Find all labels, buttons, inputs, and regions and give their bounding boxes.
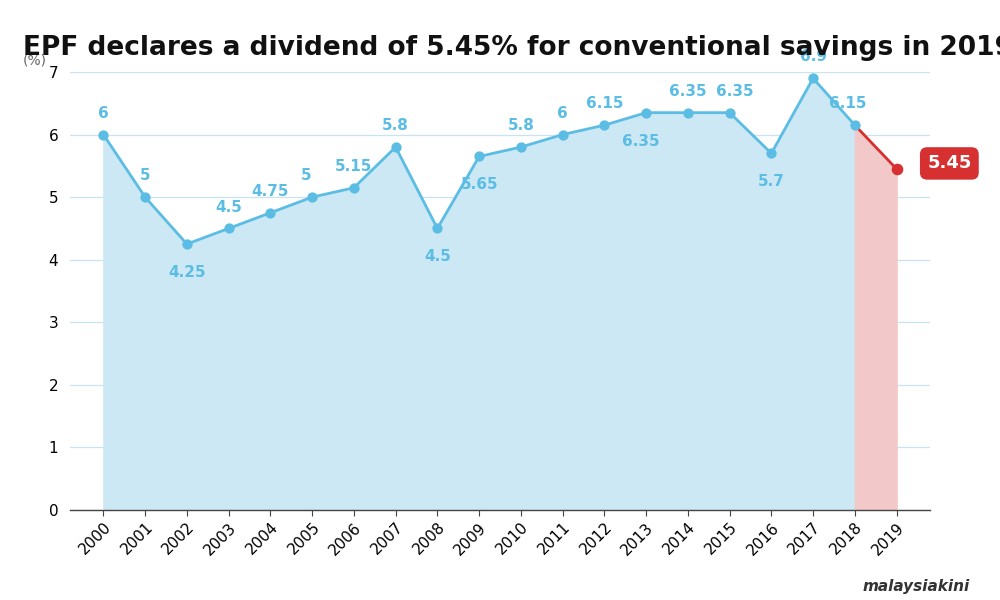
Point: [513, 142, 529, 152]
Point: [137, 193, 153, 202]
Text: 5: 5: [301, 168, 312, 183]
Text: 6.15: 6.15: [586, 96, 623, 111]
Text: 6.9: 6.9: [800, 49, 827, 64]
Text: 6: 6: [98, 106, 109, 121]
Text: 4.75: 4.75: [252, 184, 289, 199]
Point: [262, 208, 278, 218]
Text: 5.65: 5.65: [460, 178, 498, 193]
Point: [471, 152, 487, 161]
Point: [555, 130, 571, 139]
Text: 5.8: 5.8: [507, 118, 534, 133]
Point: [722, 108, 738, 118]
Point: [638, 108, 654, 118]
Point: [95, 130, 111, 139]
Text: malaysiakini: malaysiakini: [863, 579, 970, 594]
Text: 6.35: 6.35: [622, 134, 659, 149]
Point: [346, 183, 362, 193]
Point: [221, 224, 237, 233]
Point: [889, 164, 905, 174]
Text: 5.15: 5.15: [335, 159, 373, 174]
Text: 5: 5: [140, 168, 150, 183]
Text: 4.25: 4.25: [168, 265, 206, 280]
Text: 6.35: 6.35: [716, 84, 754, 99]
Point: [680, 108, 696, 118]
Point: [304, 193, 320, 202]
Point: [596, 121, 612, 130]
Point: [429, 224, 445, 233]
Point: [179, 239, 195, 249]
Title: EPF declares a dividend of 5.45% for conventional savings in 2019: EPF declares a dividend of 5.45% for con…: [23, 35, 1000, 61]
Text: 4.5: 4.5: [215, 200, 242, 215]
Text: 5.45: 5.45: [927, 154, 972, 172]
Point: [388, 142, 404, 152]
Text: 5.7: 5.7: [758, 174, 785, 189]
Text: 5.8: 5.8: [382, 118, 409, 133]
Point: [847, 121, 863, 130]
Text: (%): (%): [23, 53, 47, 68]
Text: 4.5: 4.5: [424, 249, 451, 264]
Text: 6.35: 6.35: [669, 84, 707, 99]
Point: [805, 73, 821, 83]
Point: [763, 149, 779, 158]
Text: 6.15: 6.15: [829, 96, 867, 111]
Text: 6: 6: [557, 106, 568, 121]
